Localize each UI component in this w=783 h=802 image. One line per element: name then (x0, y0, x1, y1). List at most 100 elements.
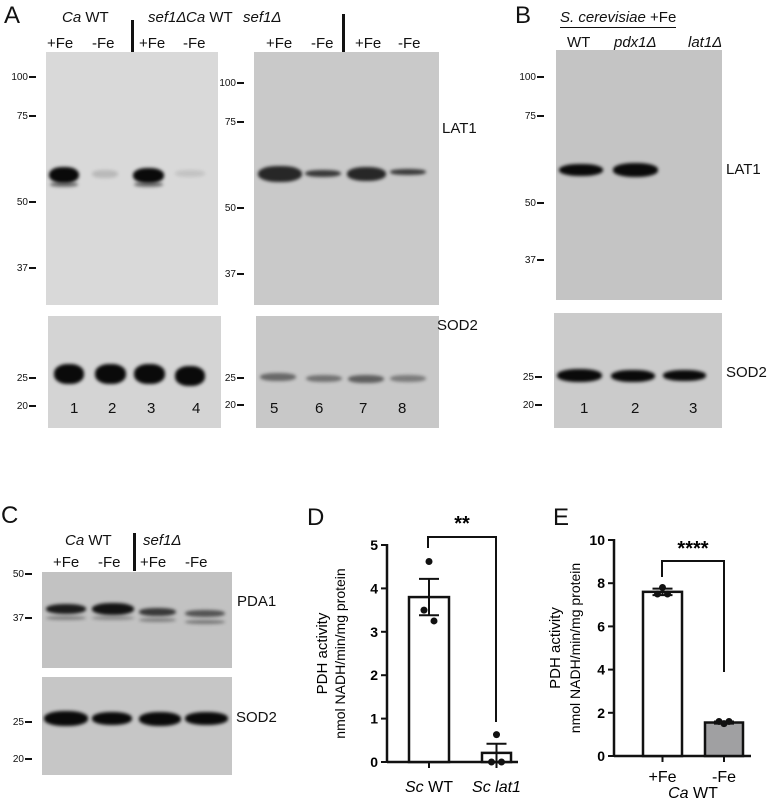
panel-label-c: C (1, 502, 19, 529)
y-tick-label: 0 (370, 754, 378, 770)
protein-band (44, 711, 88, 726)
strain-label: WT (567, 34, 591, 51)
protein-band (134, 182, 163, 187)
protein-band (54, 364, 84, 384)
strain-header: Ca WT (65, 533, 112, 548)
y-tick-label: 8 (597, 575, 605, 591)
condition: +Fe (47, 35, 74, 52)
mw-marker: 100 (518, 73, 544, 83)
data-point (493, 731, 500, 739)
strain-header: Ca WT (62, 10, 109, 25)
y-tick-label: 4 (370, 580, 378, 596)
blot-a-lat1-left (46, 52, 218, 305)
y-tick-label: 1 (370, 711, 378, 727)
mw-marker: 20 (516, 401, 542, 411)
condition: +Fe (140, 554, 167, 571)
strain-name: WT (84, 532, 112, 549)
x-tick-label-part: Sc lat1 (472, 779, 521, 796)
lane-divider (131, 20, 134, 53)
strain-species: Ca (186, 9, 206, 26)
mw-marker: 37 (518, 256, 544, 266)
mw-marker: 20 (10, 402, 36, 412)
mw-marker: 37 (10, 264, 36, 274)
protein-band (92, 712, 132, 725)
protein-label: LAT1 (726, 161, 761, 178)
lane-number: 2 (108, 400, 117, 417)
strain-species: Ca (65, 532, 85, 549)
lane-number: 2 (631, 400, 640, 417)
protein-band (92, 603, 134, 615)
blot-c-pda1 (42, 572, 232, 668)
protein-band (133, 168, 164, 183)
panel-label-e: E (553, 504, 570, 531)
lane-number: 3 (689, 400, 698, 417)
mw-marker: 37 (6, 614, 32, 624)
data-point (664, 590, 671, 598)
data-point (420, 606, 428, 614)
protein-band (92, 170, 118, 178)
panel-label-b: B (515, 2, 532, 29)
y-tick-label: 5 (370, 537, 378, 553)
blot-b-sod2 (554, 313, 722, 428)
protein-band (46, 604, 86, 614)
bar (407, 595, 451, 764)
condition: +Fe (266, 35, 293, 52)
strain-header-mutant: sef1Δ (243, 9, 282, 26)
protein-band (390, 169, 426, 175)
condition: -Fe (92, 35, 115, 52)
lane-number: 5 (270, 400, 279, 417)
blot-a-sod2-right (256, 316, 439, 428)
mw-marker: 75 (218, 118, 244, 128)
panel-b-title: S. cerevisiae +Fe (560, 9, 677, 28)
lane-divider (133, 533, 136, 571)
mw-marker: 50 (218, 204, 244, 214)
species-name: S. cerevisiae (560, 9, 646, 26)
protein-band (46, 616, 86, 620)
mw-marker: 25 (10, 374, 36, 384)
x-tick-label-part: -Fe (712, 769, 736, 786)
strain-header: Ca WT (186, 10, 233, 25)
protein-band (260, 373, 296, 381)
data-point (498, 758, 505, 766)
condition: -Fe (183, 35, 206, 52)
data-point (425, 557, 433, 565)
protein-band (92, 616, 134, 620)
strain-label: lat1Δ (688, 34, 723, 51)
y-axis-label-units: nmol NADH/min/mg protein (332, 568, 348, 738)
condition: +Fe (355, 35, 382, 52)
strain-header-mutant: sef1Δ (148, 9, 187, 26)
protein-band (258, 166, 302, 182)
condition: +Fe (53, 554, 80, 571)
x-group-label-part: Ca (668, 785, 689, 802)
mw-marker: 25 (516, 373, 542, 383)
data-point (488, 758, 495, 766)
mw-marker: 100 (218, 79, 244, 89)
y-axis-label-units: nmol NADH/min/mg protein (567, 563, 583, 733)
data-point (659, 584, 666, 592)
strain-name: WT (205, 9, 233, 26)
panel-label-d: D (307, 504, 325, 531)
lane-number: 8 (398, 400, 407, 417)
y-tick-label: 10 (589, 532, 605, 548)
x-tick-label: +Fe (648, 769, 676, 786)
condition: -Fe (398, 35, 421, 52)
protein-band (185, 712, 228, 725)
y-tick-label: 2 (370, 667, 378, 683)
protein-band (306, 375, 342, 382)
condition: -Fe (185, 554, 208, 571)
panel-label-a: A (4, 2, 21, 29)
x-group-label: Ca WT (668, 785, 718, 802)
y-tick-label: 0 (597, 748, 605, 764)
bar (703, 721, 745, 758)
x-tick-label: Sc lat1 (472, 779, 521, 796)
mw-marker: 25 (218, 374, 244, 384)
mw-marker: 37 (218, 270, 244, 280)
protein-band (663, 370, 706, 381)
protein-band (613, 163, 658, 177)
x-tick-label-part: Sc (405, 779, 424, 796)
strain-label: pdx1Δ (614, 34, 657, 51)
mw-marker: 25 (6, 718, 32, 728)
protein-label: SOD2 (437, 317, 478, 334)
blot-a-lat1-right (254, 52, 439, 305)
